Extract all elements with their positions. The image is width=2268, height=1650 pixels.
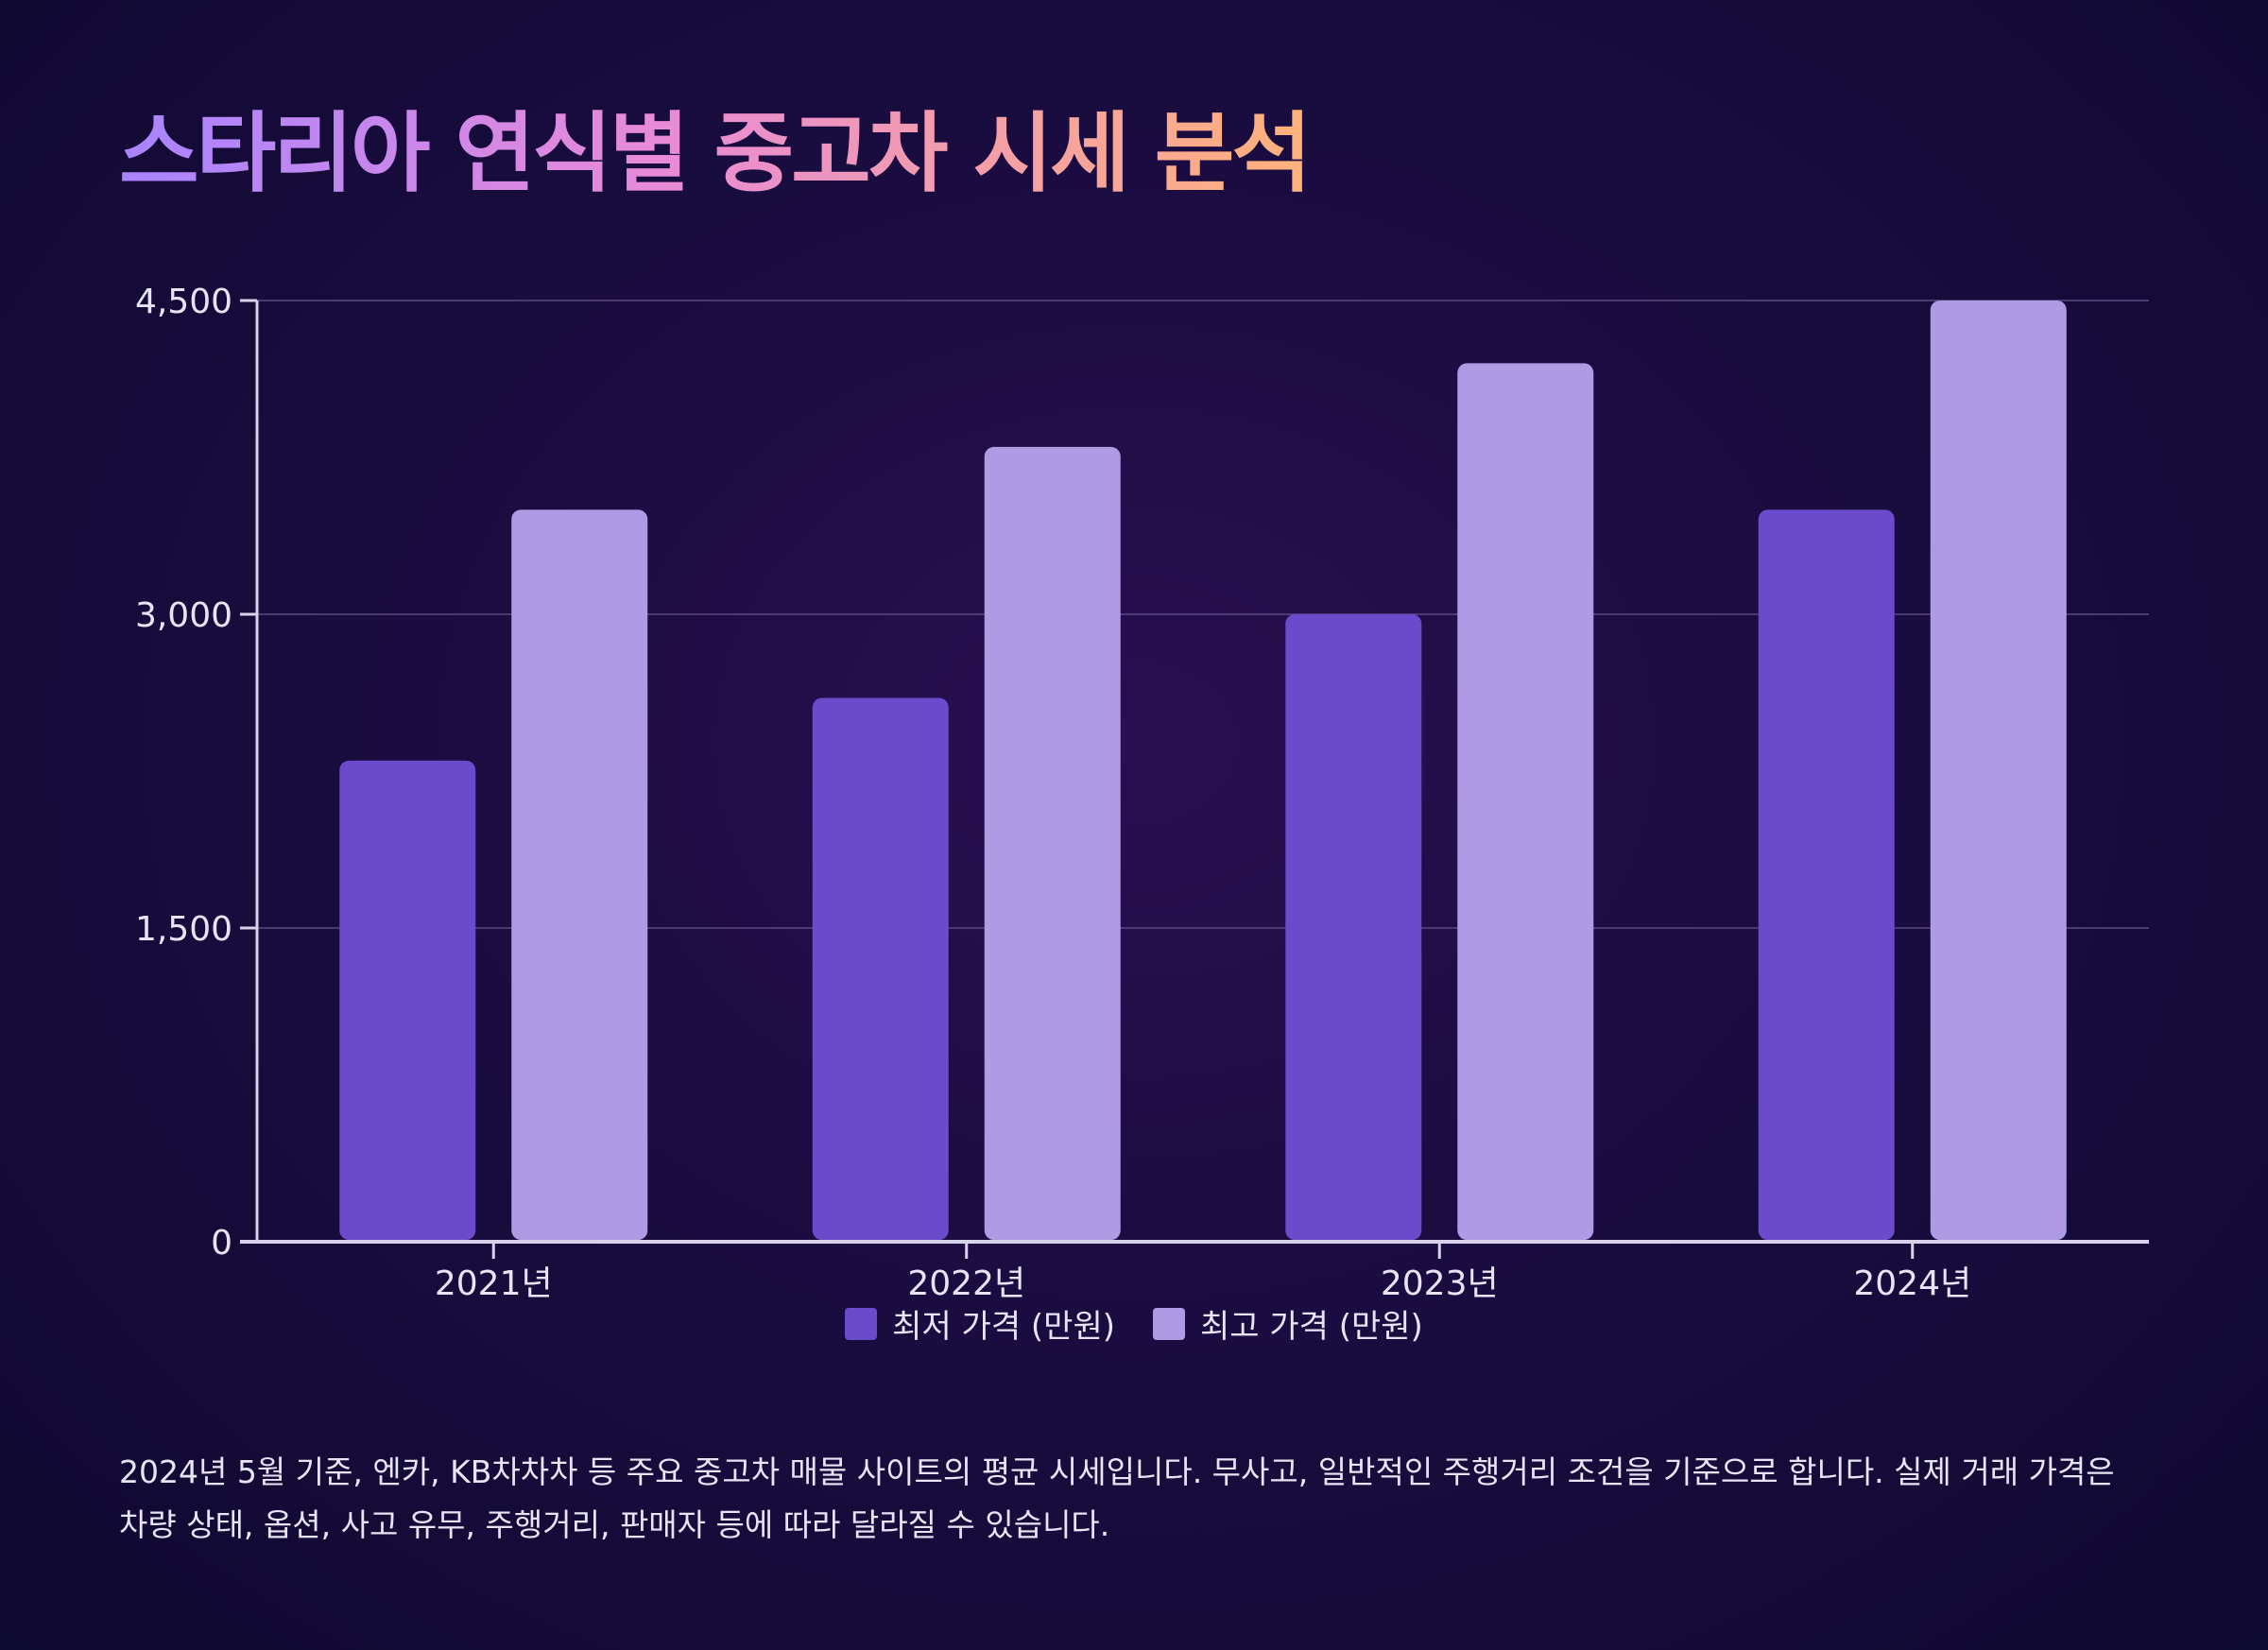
- chart-title: 스타리아 연식별 중고차 시세 분석: [119, 83, 1312, 209]
- legend-label: 최저 가격 (만원): [892, 1308, 1115, 1346]
- legend-label: 최고 가격 (만원): [1200, 1308, 1423, 1346]
- bar: [812, 697, 949, 1240]
- bar: [1930, 301, 2067, 1240]
- bar: [339, 760, 476, 1240]
- legend-swatch: [1153, 1307, 1185, 1340]
- x-tick-label: 2021년: [435, 1264, 553, 1303]
- y-tick-label: 4,500: [135, 283, 232, 321]
- y-tick-label: 1,500: [135, 910, 232, 949]
- legend-item: 최고 가격 (만원): [1153, 1300, 1423, 1347]
- bars: [339, 301, 2067, 1240]
- bar-chart: 0 1,500 3,000 4,500 2021년 2022년 2023년 2024년: [135, 283, 2149, 1303]
- x-tick-label: 2022년: [907, 1264, 1025, 1303]
- legend: 최저 가격 (만원) 최고 가격 (만원): [0, 1300, 2268, 1347]
- footnote: 2024년 5월 기준, 엔카, KB차차차 등 주요 중고차 매물 사이트의 …: [119, 1453, 2115, 1543]
- bar: [511, 509, 648, 1240]
- y-tick-label: 3,000: [135, 596, 232, 635]
- legend-swatch: [845, 1307, 878, 1340]
- bar: [1285, 614, 1422, 1240]
- y-tick-label: 0: [211, 1224, 232, 1263]
- bar: [1758, 509, 1895, 1240]
- x-tick-label: 2023년: [1381, 1264, 1499, 1303]
- bar: [1457, 363, 1594, 1240]
- x-tick-label: 2024년: [1853, 1264, 1971, 1303]
- bar: [984, 446, 1121, 1240]
- axes: 0 1,500 3,000 4,500 2021년 2022년 2023년 2024년: [135, 283, 2149, 1303]
- legend-item: 최저 가격 (만원): [845, 1300, 1115, 1347]
